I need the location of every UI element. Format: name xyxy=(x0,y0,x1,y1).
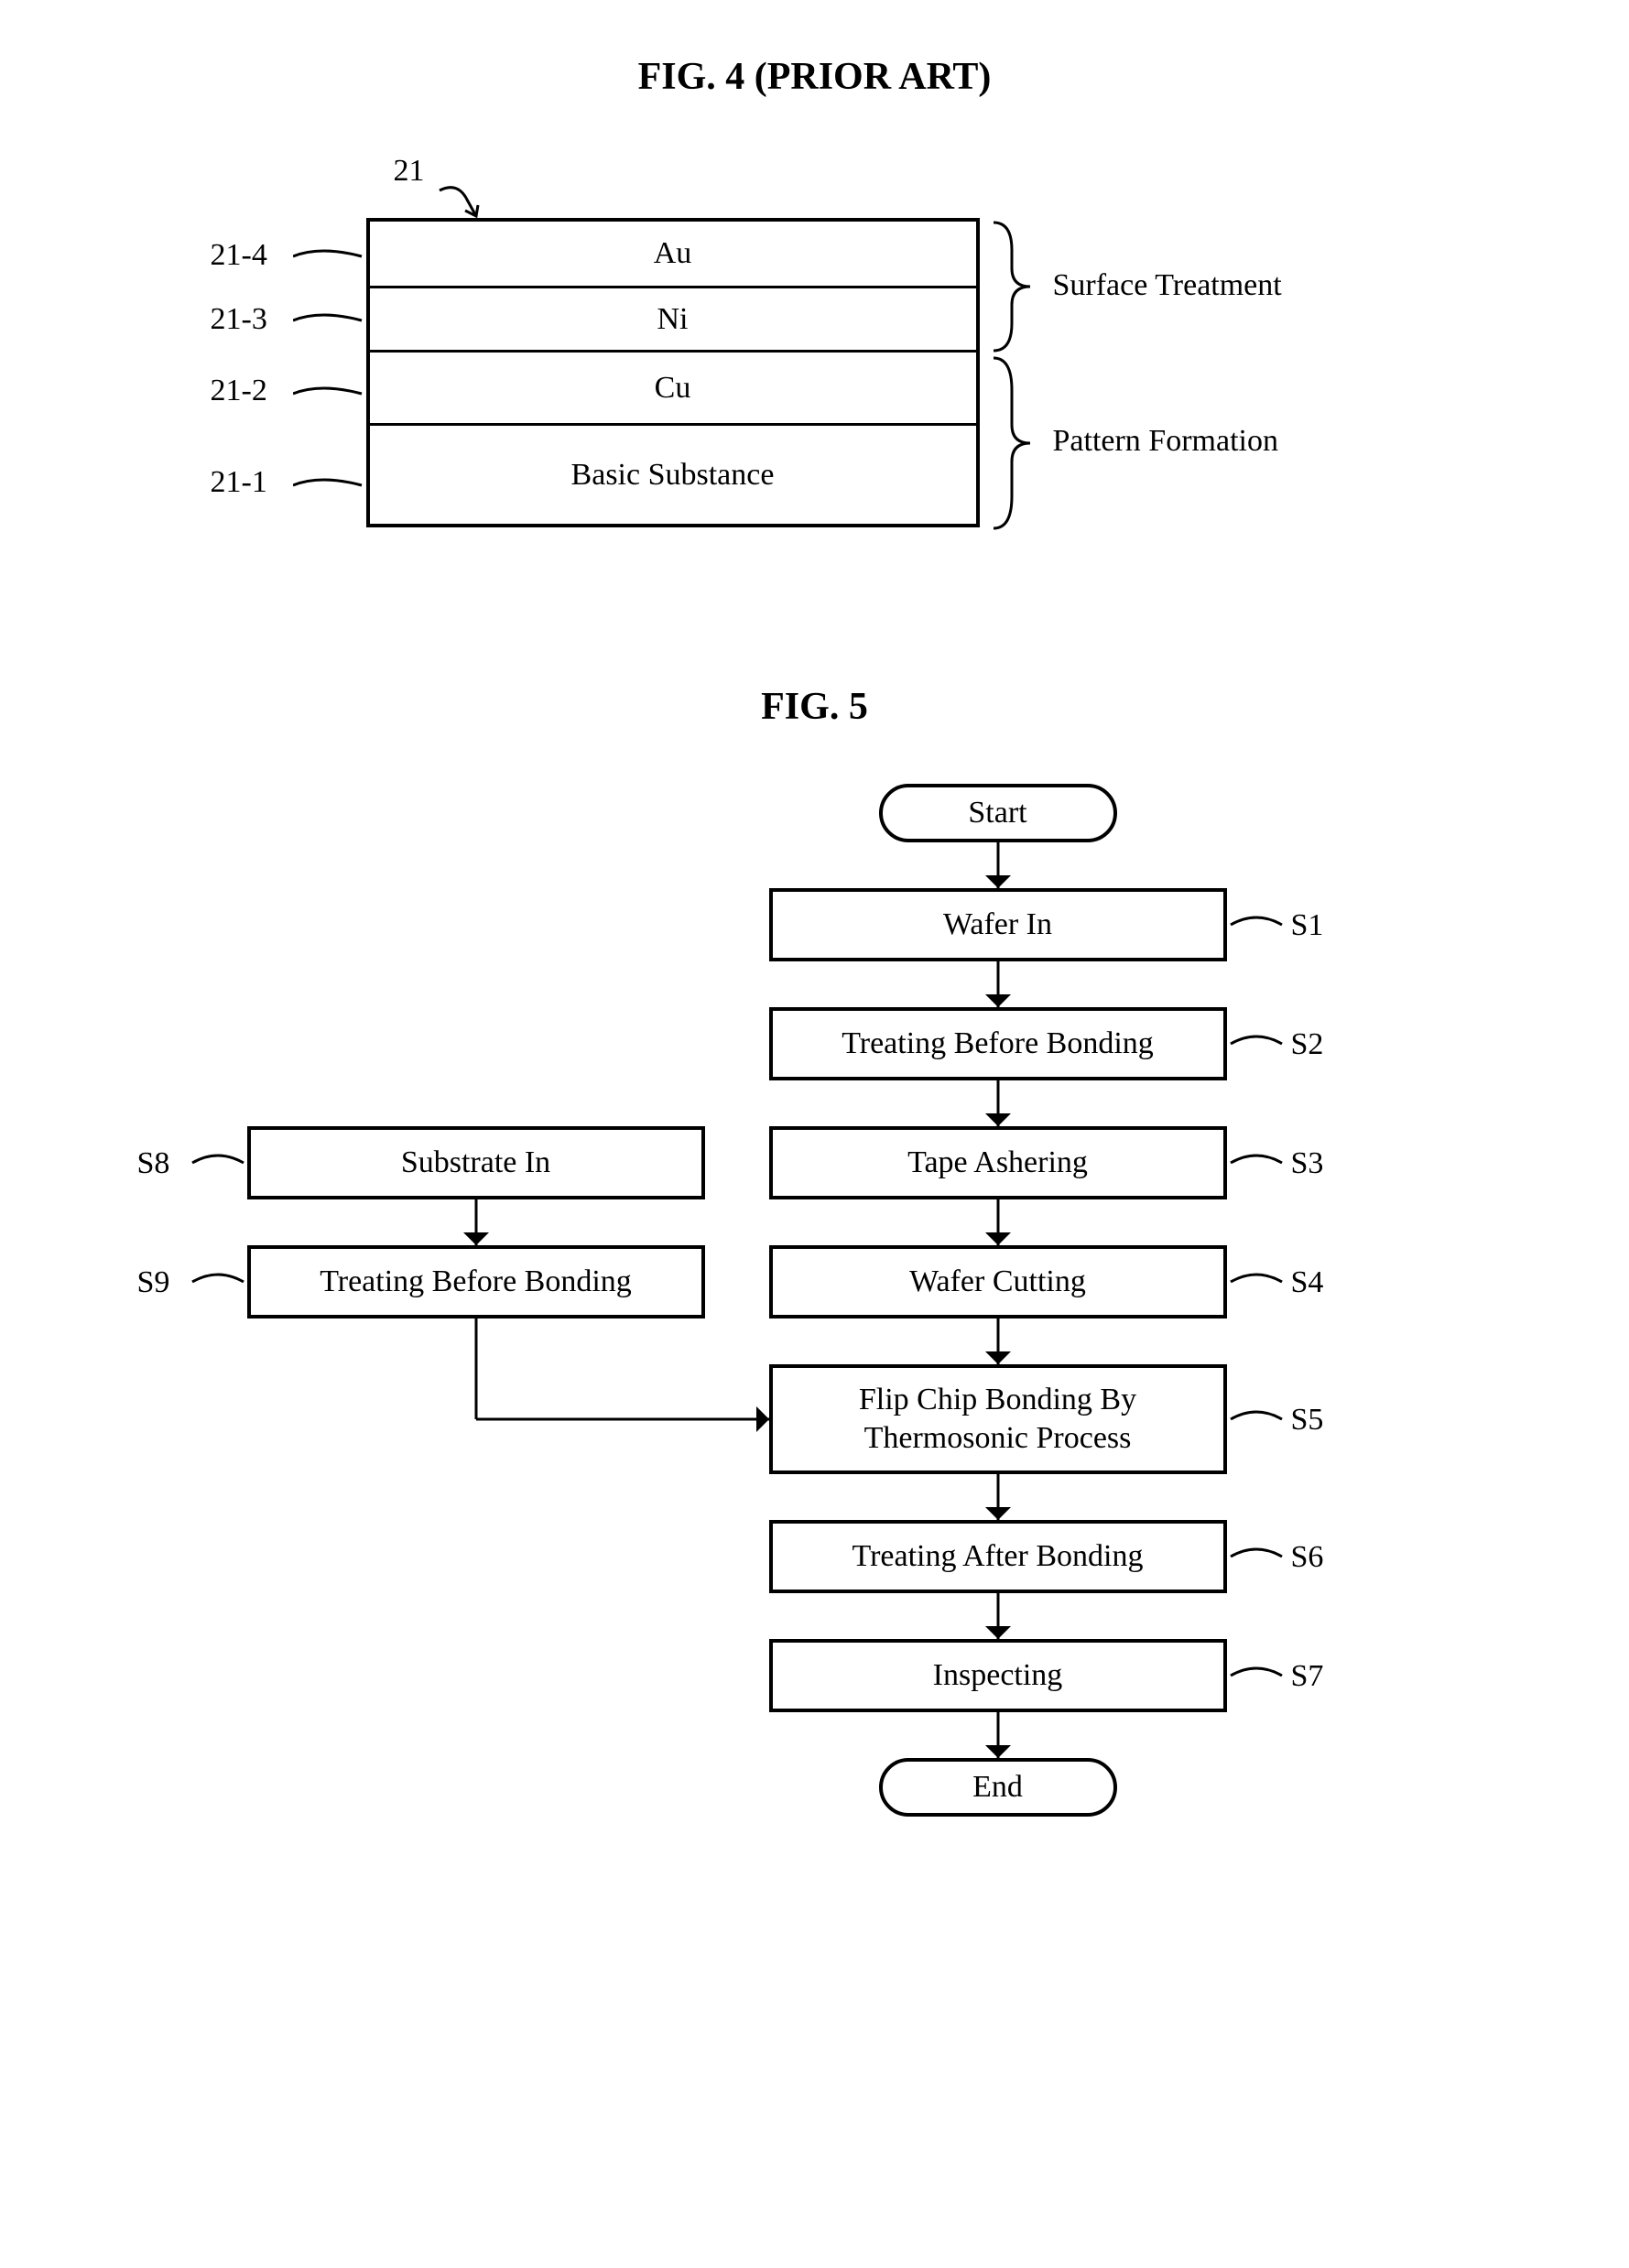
start-terminator: Start xyxy=(879,784,1117,842)
fig5-title: FIG. 5 xyxy=(37,685,1592,729)
fig5-container: Start Wafer In S1 Treating Before Bonding S2… xyxy=(128,784,1502,2084)
ref-21: 21 xyxy=(394,154,425,189)
brace-bottom xyxy=(989,353,1044,533)
step-S5: Flip Chip Bonding By Thermosonic Process xyxy=(769,1364,1227,1474)
leader-21-2 xyxy=(293,383,366,410)
ref-21-2: 21-2 xyxy=(211,374,267,408)
label-S8: S8 xyxy=(137,1146,170,1181)
step-S9: Treating Before Bonding xyxy=(247,1245,705,1318)
fig4-title: FIG. 4 (PRIOR ART) xyxy=(37,55,1592,99)
label-S3: S3 xyxy=(1291,1146,1324,1181)
step-S4: Wafer Cutting xyxy=(769,1245,1227,1318)
layer-basic: Basic Substance xyxy=(370,423,976,524)
ref-21-3: 21-3 xyxy=(211,302,267,337)
layer-stack: Au Ni Cu Basic Substance xyxy=(366,218,980,527)
leader-21-3 xyxy=(293,309,366,337)
step-S3: Tape Ashering xyxy=(769,1126,1227,1199)
layer-cu: Cu xyxy=(370,350,976,423)
layer-ni: Ni xyxy=(370,286,976,350)
ref-21-4: 21-4 xyxy=(211,238,267,273)
label-S5: S5 xyxy=(1291,1403,1324,1438)
end-terminator: End xyxy=(879,1758,1117,1817)
step-S1: Wafer In xyxy=(769,888,1227,961)
step-S7: Inspecting xyxy=(769,1639,1227,1712)
label-S4: S4 xyxy=(1291,1265,1324,1300)
label-S9: S9 xyxy=(137,1265,170,1300)
brace-top xyxy=(989,218,1044,355)
step-S8: Substrate In xyxy=(247,1126,705,1199)
layer-au: Au xyxy=(370,222,976,286)
label-S1: S1 xyxy=(1291,908,1324,943)
anno-pattern-formation: Pattern Formation xyxy=(1053,424,1278,459)
label-S7: S7 xyxy=(1291,1659,1324,1694)
label-S2: S2 xyxy=(1291,1027,1324,1062)
ref-21-1: 21-1 xyxy=(211,465,267,500)
leader-21-4 xyxy=(293,245,366,273)
leader-21-1 xyxy=(293,474,366,502)
fig4-container: 21 21-4 21-3 21-2 21-1 Au Ni Cu Basic Su… xyxy=(128,154,1502,593)
step-S6: Treating After Bonding xyxy=(769,1520,1227,1593)
step-S2: Treating Before Bonding xyxy=(769,1007,1227,1080)
label-S6: S6 xyxy=(1291,1540,1324,1575)
anno-surface-treatment: Surface Treatment xyxy=(1053,268,1282,303)
